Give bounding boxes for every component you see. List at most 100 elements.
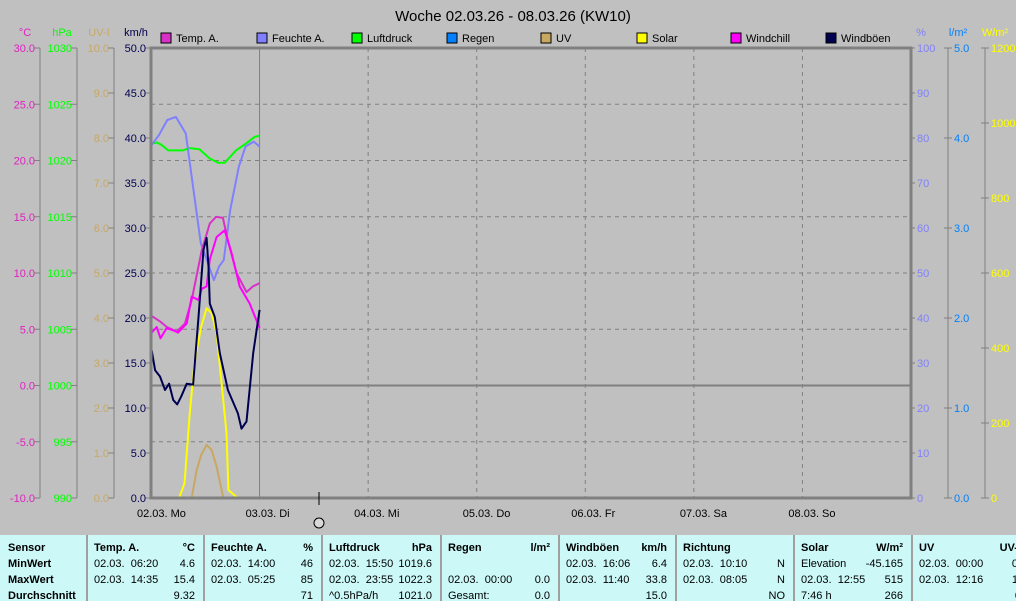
column-header: Richtung xyxy=(683,542,731,554)
stat-time: 02.03. 11:40 xyxy=(566,574,630,586)
statistics-table: Sensor MinWert MaxWert Durchschnitt Temp. A.… xyxy=(0,535,1016,601)
stat-value: 85 xyxy=(300,574,313,586)
series-line-humidity xyxy=(150,115,261,282)
humidity-tick-label: 30 xyxy=(917,358,929,370)
stat-value: 4.6 xyxy=(179,558,195,570)
rain-tick-label: 3.0 xyxy=(954,223,969,235)
stat-column: Windböen km/h 02.03. 16:06 6.4 02.03. 11:40 3… xyxy=(560,535,677,601)
humidity-tick-label: 50 xyxy=(917,268,929,280)
stat-value: 1. xyxy=(1011,574,1016,586)
uv-tick-label: 0.0 xyxy=(94,493,109,505)
rain-tick-label: 0.0 xyxy=(954,493,969,505)
wind-tick-label: 40.0 xyxy=(125,133,146,145)
stat-value: 33.8 xyxy=(645,574,667,586)
stat-time: ^0.5hPa/h xyxy=(329,590,379,601)
stat-time: 02.03. 12:55 xyxy=(801,574,866,586)
temp-tick-label: 20.0 xyxy=(14,156,35,168)
x-tick-label: 07.03. Sa xyxy=(680,508,728,520)
legend-item[interactable]: Luftdruck xyxy=(351,32,413,45)
solar-tick-label: 200 xyxy=(991,418,1009,430)
stat-value: NO xyxy=(768,590,786,601)
stat-value: 0 xyxy=(1015,590,1016,601)
sensor-header: Sensor xyxy=(8,542,46,554)
stat-value: 15.0 xyxy=(645,590,667,601)
uv-tick-label: 1.0 xyxy=(94,448,109,460)
legend-label: Temp. A. xyxy=(176,33,219,45)
legend-item[interactable]: Regen xyxy=(446,32,494,45)
uv-tick-label: 2.0 xyxy=(94,403,109,415)
wind-tick-label: 30.0 xyxy=(125,223,146,235)
legend-swatch xyxy=(160,32,172,44)
humidity-tick-label: 40 xyxy=(917,313,929,325)
legend-swatch xyxy=(446,32,458,44)
series-line-gusts xyxy=(150,236,261,430)
legend-label: UV xyxy=(556,33,572,45)
weather-week-chart: Woche 02.03.26 - 08.03.26 (KW10) 30.0 25.… xyxy=(10,8,1015,529)
stat-value: 71 xyxy=(300,590,313,601)
solar-tick-label: 600 xyxy=(991,268,1009,280)
x-tick-label: 05.03. Do xyxy=(463,508,511,520)
row-label: MaxWert xyxy=(8,574,54,586)
pressure-tick-label: 1015 xyxy=(48,212,72,224)
temp-tick-label: -5.0 xyxy=(16,437,35,449)
rain-tick-label: 4.0 xyxy=(954,133,969,145)
legend-item[interactable]: Temp. A. xyxy=(160,32,219,45)
stat-value: 15.4 xyxy=(173,574,195,586)
rain-tick-label: 5.0 xyxy=(954,43,969,55)
humidity-tick-label: 70 xyxy=(917,178,929,190)
temp-tick-label: 25.0 xyxy=(14,99,35,111)
stat-column: Feuchte A.% 02.03. 14:00 46 02.03. 05:25 85 7… xyxy=(205,535,323,601)
stat-value: 6.4 xyxy=(651,558,667,570)
temp-tick-label: 0.0 xyxy=(20,381,35,393)
temp-tick-label: 15.0 xyxy=(14,212,35,224)
column-header: Feuchte A. xyxy=(211,542,267,554)
stat-column: Regen l/m² 02.03. 00:00 0.0 Gesamt: 0.0 xyxy=(442,535,560,601)
column-header: Luftdruck xyxy=(329,542,380,554)
pressure-tick-label: 1005 xyxy=(48,324,72,336)
uv-tick-label: 10.0 xyxy=(88,43,109,55)
uv-tick-label: 4.0 xyxy=(94,313,109,325)
legend-item[interactable]: Solar xyxy=(636,32,678,45)
stat-column: Richtung 02.03. 10:10 N 02.03. 08:05 N NO xyxy=(677,535,795,601)
sun-marker-icon[interactable] xyxy=(313,517,325,529)
legend-item[interactable]: Windböen xyxy=(825,32,891,45)
temp-tick-label: 30.0 xyxy=(14,43,35,55)
pressure-unit-label: hPa xyxy=(52,27,72,39)
legend-label: Feuchte A. xyxy=(272,33,325,45)
wind-tick-label: 5.0 xyxy=(131,448,146,460)
humidity-tick-label: 90 xyxy=(917,88,929,100)
row-label: MinWert xyxy=(8,558,52,570)
series-line-uv xyxy=(190,443,225,499)
pressure-tick-label: 1010 xyxy=(48,268,72,280)
x-tick-label: 03.03. Di xyxy=(246,508,290,520)
rain-tick-label: 2.0 xyxy=(954,313,969,325)
uv-tick-label: 5.0 xyxy=(94,268,109,280)
wind-unit-label: km/h xyxy=(124,27,148,39)
column-unit: W/m² xyxy=(876,542,903,554)
wind-tick-label: 45.0 xyxy=(125,88,146,100)
stat-column: Temp. A. °C 02.03. 06:20 4.6 02.03. 14:35 15.… xyxy=(88,535,205,601)
stat-value: 1022.3 xyxy=(398,574,432,586)
legend-item[interactable]: UV xyxy=(540,32,572,45)
wind-tick-label: 35.0 xyxy=(125,178,146,190)
uv-tick-label: 6.0 xyxy=(94,223,109,235)
legend-label: Solar xyxy=(652,33,678,45)
legend-swatch xyxy=(825,32,837,44)
pressure-tick-label: 990 xyxy=(54,493,72,505)
uv-tick-label: 7.0 xyxy=(94,178,109,190)
pressure-tick-label: 1020 xyxy=(48,156,72,168)
stat-time: 02.03. 16:06 xyxy=(566,558,631,570)
wind-tick-label: 15.0 xyxy=(125,358,146,370)
stat-column: UV UV-I 02.03. 00:00 0. 02.03. 12:16 1. 0 xyxy=(913,535,1016,601)
legend-swatch xyxy=(636,32,648,44)
rain-unit-label: l/m² xyxy=(949,27,968,39)
plot-frame xyxy=(149,46,913,500)
legend-item[interactable]: Windchill xyxy=(730,32,790,45)
column-unit: UV-I xyxy=(999,542,1016,554)
x-tick-label: 08.03. So xyxy=(788,508,835,520)
row-label: Durchschnitt xyxy=(8,590,76,601)
wind-tick-label: 10.0 xyxy=(125,403,146,415)
legend-item[interactable]: Feuchte A. xyxy=(256,32,325,45)
stat-time: 02.03. 15:50 xyxy=(329,558,394,570)
solar-tick-label: 1000 xyxy=(991,118,1015,130)
